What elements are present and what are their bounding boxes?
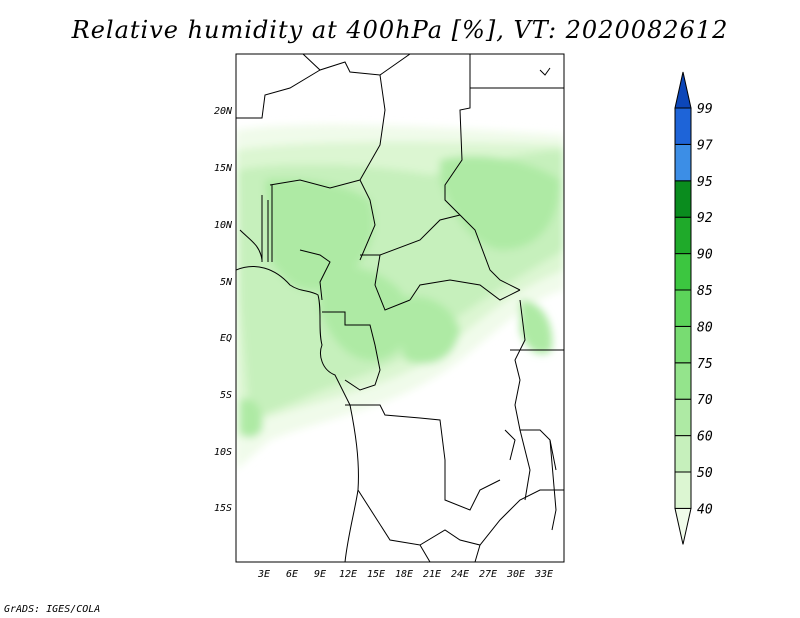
lat-label: 15N bbox=[214, 163, 233, 174]
map-frame bbox=[235, 53, 565, 563]
colorbar-label: 75 bbox=[697, 357, 713, 372]
map-title: Relative humidity at 400hPa [%], VT: 202… bbox=[71, 16, 729, 44]
colorbar-label: 50 bbox=[697, 466, 713, 481]
rh-70-patch-4 bbox=[390, 296, 460, 364]
rh-70-patch-5 bbox=[240, 399, 263, 438]
lon-label: 18E bbox=[395, 569, 413, 580]
colorbar-label: 95 bbox=[697, 175, 713, 190]
colorbar: 40 50 60 70 75 80 85 90 92 95 97 99 bbox=[674, 71, 713, 545]
lat-label: 20N bbox=[214, 106, 233, 117]
grads-credit: GrADS: IGES/COLA bbox=[4, 604, 101, 615]
colorbar-segment bbox=[674, 107, 692, 145]
lon-label: 6E bbox=[286, 569, 298, 580]
lat-label: 15S bbox=[214, 503, 232, 514]
country-borders bbox=[236, 54, 564, 562]
humidity-field bbox=[236, 54, 564, 562]
colorbar-bottom-arrow bbox=[674, 507, 692, 545]
lat-label: 5N bbox=[220, 277, 233, 288]
lat-label: 10S bbox=[214, 447, 232, 458]
colorbar-label: 60 bbox=[697, 430, 713, 445]
lon-label: 12E bbox=[339, 569, 357, 580]
colorbar-segment bbox=[674, 180, 692, 218]
colorbar-segment bbox=[674, 362, 692, 400]
latitude-labels: 20N 15N 10N 5N EQ 5S 10S 15S bbox=[214, 106, 233, 514]
rh-70-patch-3 bbox=[440, 156, 560, 250]
colorbar-label: 99 bbox=[697, 102, 713, 117]
lat-label: 10N bbox=[214, 220, 233, 231]
lon-label: 3E bbox=[257, 569, 270, 580]
lon-label: 30E bbox=[506, 569, 525, 580]
colorbar-segment bbox=[674, 398, 692, 437]
colorbar-label: 40 bbox=[697, 502, 713, 517]
lon-label: 9E bbox=[314, 569, 326, 580]
rh-70-patch-6 bbox=[520, 300, 553, 354]
colorbar-label: 90 bbox=[697, 248, 713, 263]
colorbar-label: 92 bbox=[697, 211, 713, 226]
lon-label: 24E bbox=[451, 569, 469, 580]
lon-label: 21E bbox=[423, 569, 441, 580]
lon-label: 15E bbox=[367, 569, 385, 580]
lat-label: 5S bbox=[220, 390, 232, 401]
colorbar-segment bbox=[674, 216, 692, 255]
colorbar-label: 80 bbox=[697, 320, 713, 335]
colorbar-segment bbox=[674, 471, 692, 509]
colorbar-top-arrow bbox=[674, 71, 692, 109]
longitude-labels: 3E 6E 9E 12E 15E 18E 21E 24E 27E 30E 33E bbox=[257, 569, 553, 580]
colorbar-segment bbox=[674, 435, 692, 473]
colorbar-label: 97 bbox=[697, 138, 713, 153]
colorbar-label: 70 bbox=[697, 393, 713, 408]
colorbar-label: 85 bbox=[697, 284, 713, 299]
colorbar-segment bbox=[674, 325, 692, 364]
colorbar-segment bbox=[674, 289, 692, 327]
rh-70-patch-1 bbox=[265, 178, 374, 291]
rh-70-patch-2 bbox=[320, 266, 411, 361]
lon-label: 33E bbox=[534, 569, 553, 580]
lat-label: EQ bbox=[220, 333, 232, 344]
colorbar-segment bbox=[674, 143, 692, 182]
colorbar-segment bbox=[674, 253, 692, 291]
lon-label: 27E bbox=[479, 569, 497, 580]
